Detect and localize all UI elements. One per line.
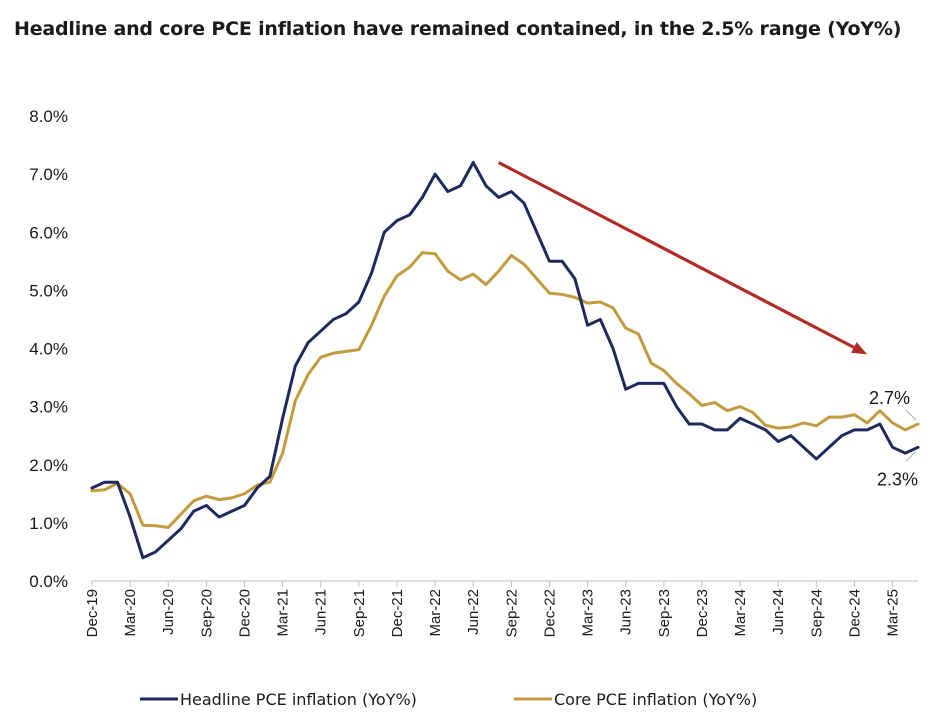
core-last-value-label: 2.7% <box>869 388 910 408</box>
trend-arrow-shaft <box>497 161 855 349</box>
core-callout-leader <box>905 409 917 421</box>
x-tick-label: Sep-22 <box>503 589 520 637</box>
y-tick-label: 1.0% <box>29 514 68 533</box>
y-axis: 0.0% 1.0% 2.0% 3.0% 4.0% 5.0% 6.0% 7.0% 8.0% <box>29 107 68 591</box>
headline-last-value-label: 2.3% <box>877 469 918 489</box>
chart-title: Headline and core PCE inflation have rem… <box>14 18 902 40</box>
x-tick-label: Dec-21 <box>389 589 406 637</box>
headline-callout-leader <box>905 450 917 462</box>
legend-core-label: Core PCE inflation (YoY%) <box>554 690 757 709</box>
x-tick-label: Sep-23 <box>656 589 673 637</box>
y-tick-label: 7.0% <box>29 165 68 184</box>
y-tick-label: 8.0% <box>29 107 68 126</box>
x-tick-label: Dec-19 <box>84 589 101 637</box>
trend-arrow-layer <box>497 161 868 355</box>
x-tick-label: Dec-24 <box>846 589 863 637</box>
x-tick-label: Jun-21 <box>313 589 330 635</box>
y-tick-label: 0.0% <box>29 572 68 591</box>
x-tick-label: Dec-22 <box>541 589 558 637</box>
y-tick-label: 6.0% <box>29 223 68 242</box>
x-tick-label: Mar-21 <box>275 589 292 637</box>
x-tick-label: Sep-20 <box>198 589 215 637</box>
y-tick-label: 4.0% <box>29 340 68 359</box>
x-tick-label: Sep-21 <box>351 589 368 637</box>
x-tick-label: Sep-24 <box>808 589 825 637</box>
x-tick-label: Mar-23 <box>580 589 597 637</box>
x-tick-label: Jun-22 <box>465 589 482 635</box>
x-tick-label: Jun-24 <box>770 589 787 635</box>
trend-arrow-head <box>851 342 868 355</box>
core-pce-line <box>90 251 920 530</box>
x-tick-label: Mar-25 <box>885 589 902 637</box>
series-layer <box>90 161 920 560</box>
y-tick-label: 2.0% <box>29 456 68 475</box>
x-tick-label: Mar-24 <box>732 589 749 637</box>
legend: Headline PCE inflation (YoY%) Core PCE in… <box>140 690 757 709</box>
y-tick-label: 5.0% <box>29 281 68 300</box>
y-tick-label: 3.0% <box>29 398 68 417</box>
x-tick-label: Jun-23 <box>618 589 635 635</box>
x-tick-label: Jun-20 <box>160 589 177 635</box>
x-axis: Dec-19 Mar-20 Jun-20 Sep-20 Dec-20 Mar-21 Jun-… <box>84 580 918 637</box>
annotation-layer: 2.7% 2.3% <box>869 388 918 489</box>
x-tick-label: Mar-22 <box>427 589 444 637</box>
legend-headline-label: Headline PCE inflation (YoY%) <box>180 690 417 709</box>
headline-pce-line <box>90 161 920 560</box>
x-tick-label: Dec-20 <box>236 589 253 637</box>
x-tick-label: Dec-23 <box>694 589 711 637</box>
x-tick-label: Mar-20 <box>122 589 139 637</box>
